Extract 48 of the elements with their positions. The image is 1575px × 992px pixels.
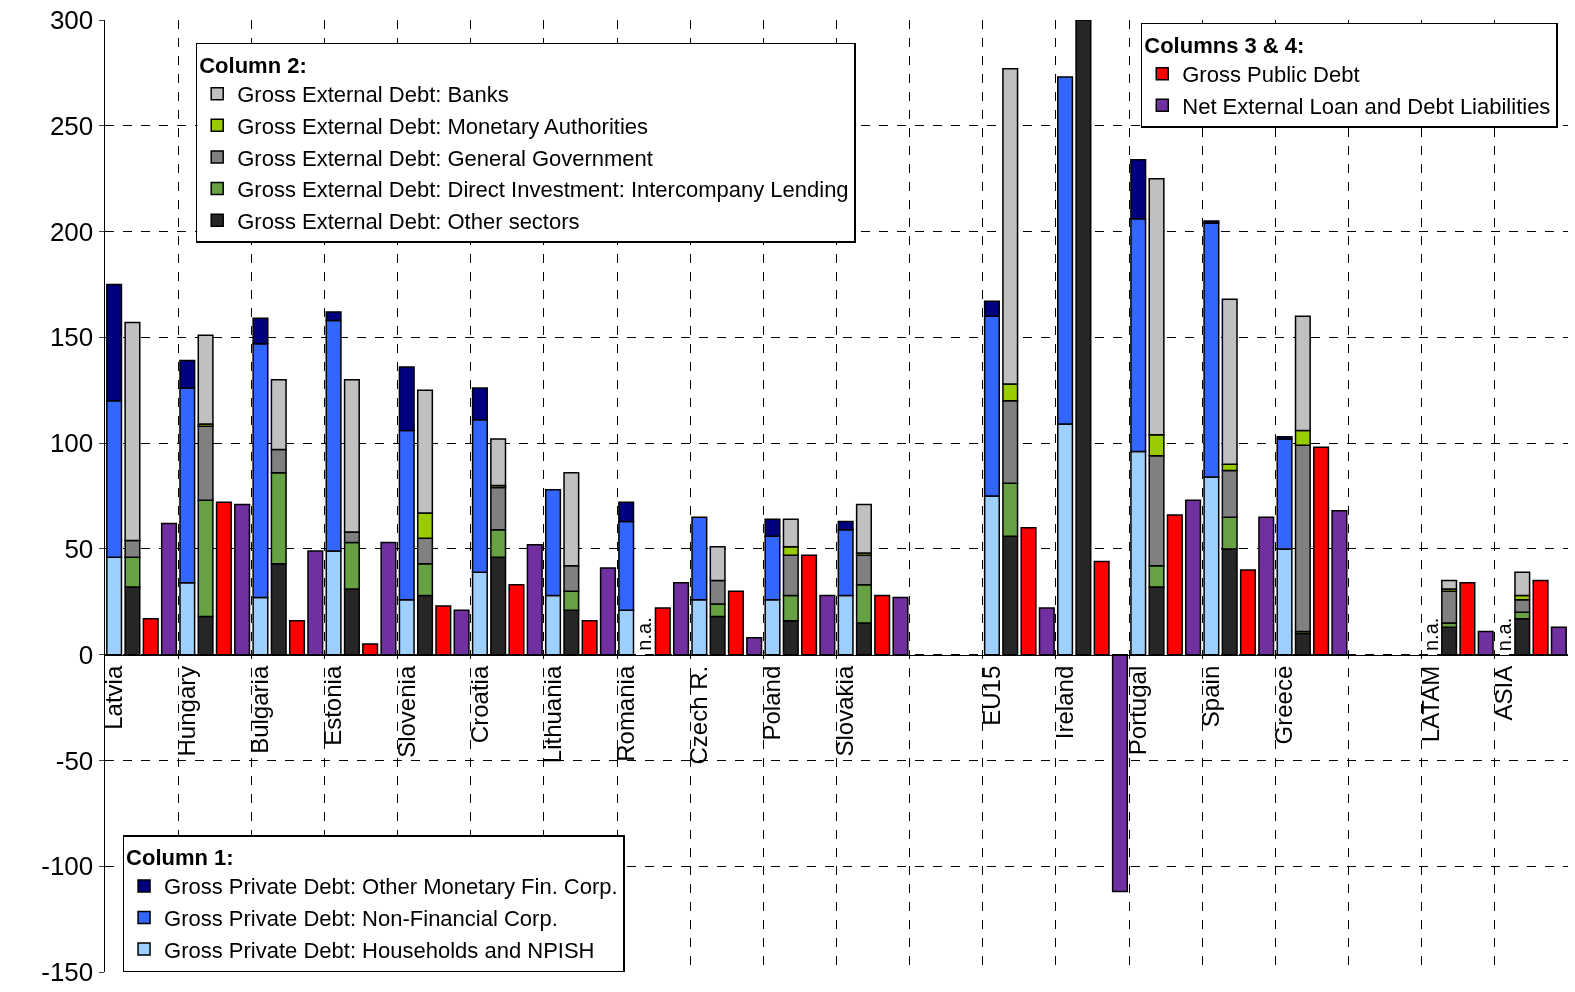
x-tick-label: Hungary bbox=[173, 665, 201, 757]
bar bbox=[1441, 579, 1458, 590]
bar bbox=[855, 503, 872, 554]
y-tick-label: 100 bbox=[49, 428, 94, 459]
y-tick-label: 250 bbox=[49, 110, 94, 141]
text: Columns 3 & 4: bbox=[1144, 32, 1305, 58]
y-tick-label: -100 bbox=[41, 851, 94, 882]
x-tick-label: EU15 bbox=[977, 665, 1005, 726]
bar bbox=[1514, 571, 1531, 597]
x-tick-label: Portugal bbox=[1124, 665, 1152, 756]
text: Column 2: bbox=[199, 52, 307, 78]
y-tick-label: 300 bbox=[49, 5, 94, 36]
x-tick-label: Croatia bbox=[465, 665, 493, 744]
legend-label: Gross External Debt: General Government bbox=[237, 145, 653, 171]
x-tick-label: Estonia bbox=[319, 665, 347, 746]
legend-label: Gross External Debt: Direct Investment: Intercompany Lending bbox=[237, 177, 849, 203]
y-tick-label: 200 bbox=[49, 216, 94, 247]
x-tick-label: Ireland bbox=[1050, 665, 1078, 740]
text: n.a. bbox=[1419, 617, 1442, 652]
legend-label: Net External Loan and Debt Liabilities bbox=[1182, 93, 1551, 119]
x-tick-label: Slovakia bbox=[831, 665, 859, 757]
y-tick-label: 0 bbox=[78, 639, 94, 670]
text: n.a. bbox=[1492, 617, 1515, 652]
x-tick-label: Czech R. bbox=[685, 665, 713, 765]
legend-label: Gross Private Debt: Households and NPISH bbox=[164, 937, 595, 963]
x-tick-label: Spain bbox=[1197, 665, 1225, 728]
x-tick-label: ASIA bbox=[1489, 665, 1517, 721]
legend-label: Gross External Debt: Monetary Authorities bbox=[237, 113, 649, 139]
x-tick-label: Greece bbox=[1270, 665, 1298, 745]
x-tick-label: Slovenia bbox=[392, 665, 420, 758]
x-tick-label: Bulgaria bbox=[246, 665, 274, 754]
y-tick-label: -50 bbox=[55, 745, 94, 776]
legend-label: Gross Private Debt: Other Monetary Fin. Corp. bbox=[164, 874, 618, 900]
bar bbox=[1441, 590, 1458, 624]
x-tick-label: Lithuania bbox=[538, 665, 566, 764]
legend-label: Gross Public Debt bbox=[1182, 62, 1360, 88]
x-tick-label: LATAM bbox=[1416, 665, 1444, 743]
x-tick-label: Romania bbox=[611, 665, 639, 762]
x-tick-label: Poland bbox=[758, 665, 786, 741]
y-tick-label: 150 bbox=[49, 322, 94, 353]
y-tick-label: -150 bbox=[41, 957, 94, 988]
text: Column 1: bbox=[126, 845, 234, 871]
x-tick-label: Latvia bbox=[99, 665, 127, 730]
text: n.a. bbox=[633, 617, 656, 651]
legend-label: Gross Private Debt: Non-Financial Corp. bbox=[164, 906, 558, 932]
legend-label: Gross External Debt: Other sectors bbox=[237, 208, 580, 234]
y-tick-label: 50 bbox=[64, 533, 94, 564]
legend-label: Gross External Debt: Banks bbox=[237, 82, 509, 108]
